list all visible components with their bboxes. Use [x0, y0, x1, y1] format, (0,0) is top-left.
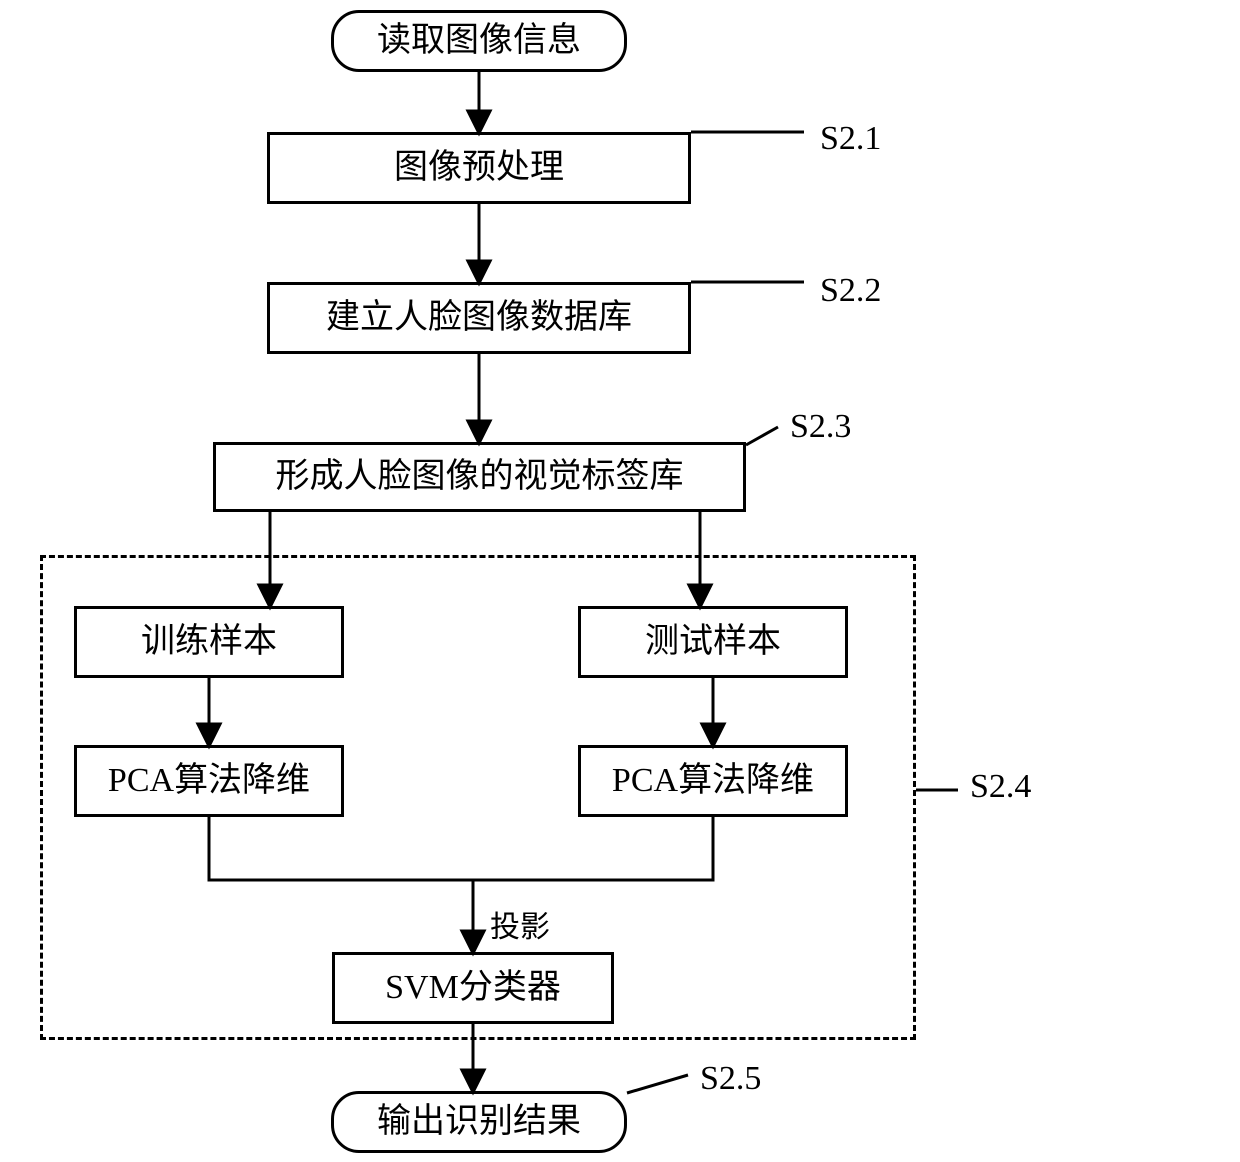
node-s23: 形成人脸图像的视觉标签库 — [213, 442, 746, 512]
step-label-s25: S2.5 — [700, 1060, 761, 1098]
node-s21-label: 图像预处理 — [394, 148, 564, 189]
step-label-s24: S2.4 — [970, 768, 1031, 806]
step-label-s23: S2.3 — [790, 408, 851, 446]
node-start-label: 读取图像信息 — [377, 21, 581, 62]
node-s22-label: 建立人脸图像数据库 — [326, 298, 632, 339]
node-test: 测试样本 — [578, 606, 848, 678]
node-s23-label: 形成人脸图像的视觉标签库 — [276, 457, 684, 498]
node-end: 输出识别结果 — [331, 1091, 627, 1153]
node-train: 训练样本 — [74, 606, 344, 678]
node-end-label: 输出识别结果 — [377, 1102, 581, 1143]
node-pca-left-label: PCA算法降维 — [108, 761, 310, 802]
node-start: 读取图像信息 — [331, 10, 627, 72]
node-test-label: 测试样本 — [645, 622, 781, 663]
step-label-s22: S2.2 — [820, 272, 881, 310]
node-pca-left: PCA算法降维 — [74, 745, 344, 817]
edge-label-projection: 投影 — [490, 902, 550, 946]
node-svm: SVM分类器 — [332, 952, 614, 1024]
flowchart-canvas: 读取图像信息 图像预处理 建立人脸图像数据库 形成人脸图像的视觉标签库 训练样本… — [0, 0, 1240, 1162]
node-s22: 建立人脸图像数据库 — [267, 282, 691, 354]
node-pca-right: PCA算法降维 — [578, 745, 848, 817]
node-svm-label: SVM分类器 — [385, 968, 561, 1009]
step-label-s21: S2.1 — [820, 120, 881, 158]
node-train-label: 训练样本 — [141, 622, 277, 663]
node-s21: 图像预处理 — [267, 132, 691, 204]
node-pca-right-label: PCA算法降维 — [612, 761, 814, 802]
